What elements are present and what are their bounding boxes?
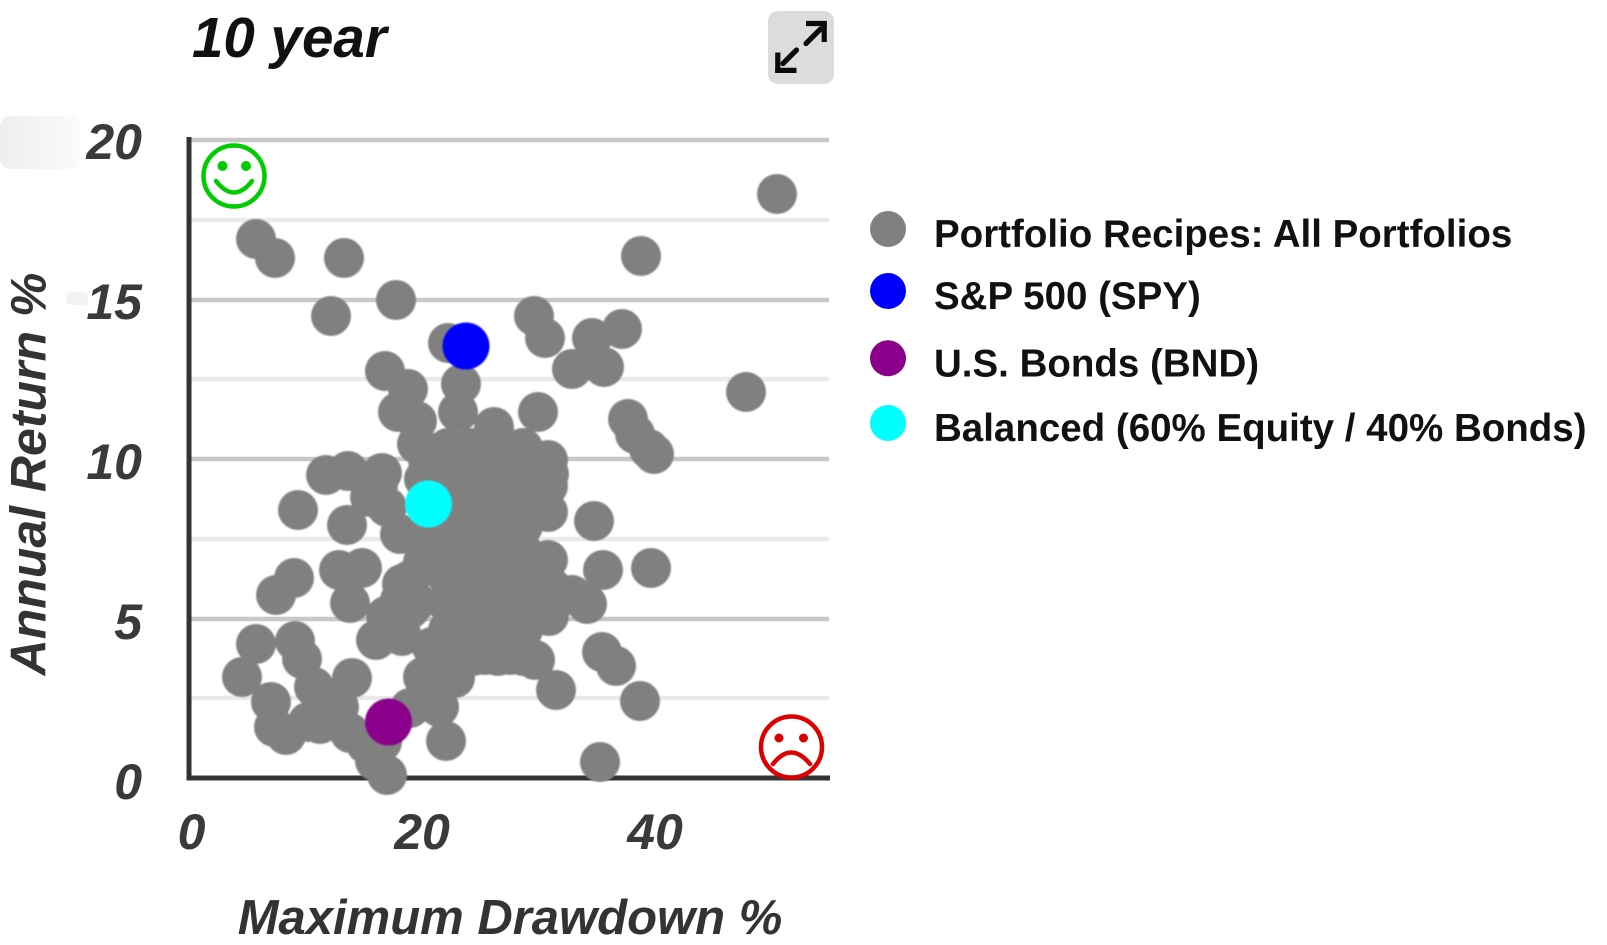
svg-text:15: 15 bbox=[86, 274, 143, 330]
svg-text:Portfolio Recipes: All Portfol: Portfolio Recipes: All Portfolios bbox=[934, 213, 1512, 256]
svg-text:0: 0 bbox=[114, 754, 142, 810]
svg-text:20: 20 bbox=[393, 804, 450, 860]
svg-text:10 year: 10 year bbox=[192, 6, 390, 69]
svg-text:Balanced (60% Equity / 40% Bon: Balanced (60% Equity / 40% Bonds) bbox=[934, 407, 1587, 450]
svg-text:S&P 500 (SPY): S&P 500 (SPY) bbox=[934, 275, 1201, 318]
svg-text:0: 0 bbox=[178, 804, 206, 860]
svg-text:Annual Return %: Annual Return % bbox=[1, 273, 57, 678]
svg-text:20: 20 bbox=[85, 114, 142, 170]
svg-text:Maximum Drawdown %: Maximum Drawdown % bbox=[238, 891, 783, 945]
svg-text:10: 10 bbox=[86, 434, 142, 490]
svg-text:U.S. Bonds (BND): U.S. Bonds (BND) bbox=[934, 342, 1259, 385]
svg-text:5: 5 bbox=[114, 594, 143, 650]
svg-text:40: 40 bbox=[626, 804, 683, 860]
